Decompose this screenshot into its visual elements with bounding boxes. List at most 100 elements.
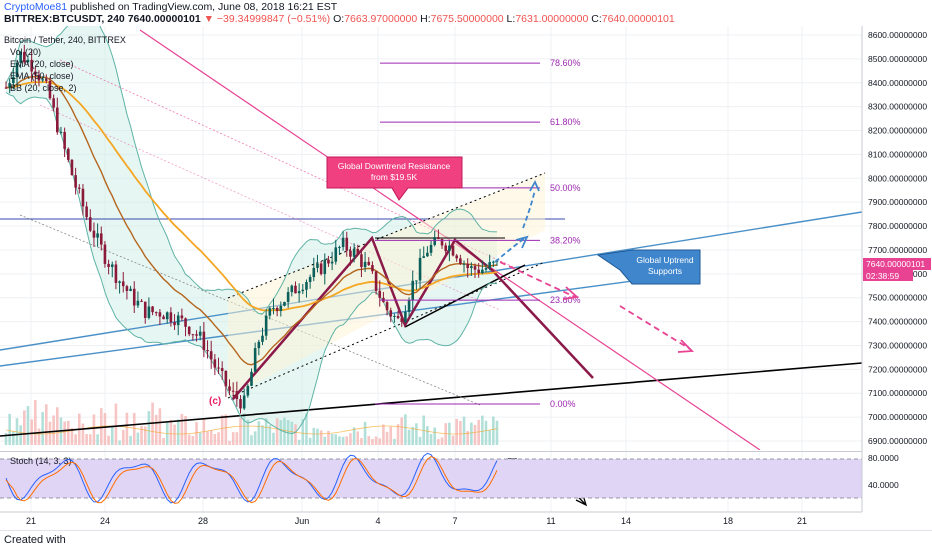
candle-body: [147, 306, 151, 318]
volume-bar: [301, 418, 305, 445]
candle-body: [261, 335, 264, 342]
candle-body: [429, 244, 433, 253]
candle-body: [459, 258, 462, 264]
candle-body: [228, 386, 231, 391]
candlesticks: [4, 44, 499, 414]
volume-bar: [206, 431, 209, 445]
candle-body: [297, 291, 301, 294]
volume-bar: [323, 436, 327, 445]
volume-bar: [415, 423, 418, 445]
candle-body: [349, 250, 352, 257]
candle-body: [250, 371, 253, 386]
bear-arrowhead-1: [562, 286, 580, 300]
candle-body: [92, 230, 96, 238]
candle-body: [224, 370, 228, 387]
author-link[interactable]: CryptoMoe81: [4, 1, 68, 13]
candle-body: [184, 318, 187, 327]
long-term-support-line: [0, 362, 862, 437]
uptrend-label-line1: Global Uptrend: [636, 255, 693, 265]
candle-body: [257, 341, 261, 349]
candle-body: [286, 292, 290, 302]
fib-level-label: 0.00%: [550, 399, 576, 409]
price-tick-label: 7900.00000000: [868, 197, 927, 207]
candle-body: [55, 107, 59, 133]
candle-body: [107, 263, 110, 267]
volume-bar: [451, 435, 455, 445]
volume-bar: [85, 434, 88, 445]
volume-bar: [235, 432, 239, 445]
volume-bar: [426, 426, 429, 445]
candle-body: [415, 280, 418, 282]
volume-bar: [305, 413, 308, 445]
candle-body: [470, 266, 473, 269]
candle-body: [195, 334, 198, 336]
volume-bar: [411, 426, 415, 445]
uptrend-callout: Global Uptrend Supports: [596, 249, 701, 285]
volume-bar: [34, 400, 37, 445]
volume-bar: [308, 437, 312, 445]
candle-body: [103, 244, 107, 264]
volume-bar: [147, 411, 151, 445]
candle-body: [26, 59, 30, 63]
candle-body: [143, 301, 147, 318]
volume-bar: [66, 420, 70, 445]
time-tick-label: 28: [198, 516, 208, 526]
candle-body: [198, 331, 202, 336]
candle-body: [74, 175, 77, 188]
volume-bar: [198, 432, 202, 445]
candle-body: [140, 300, 143, 302]
countdown-tag: [863, 270, 913, 281]
volume-bar: [407, 429, 411, 445]
price-change: ▼ −39.34999847 (−0.51%): [203, 13, 331, 25]
candle-body: [8, 83, 11, 88]
candle-body: [319, 263, 323, 275]
volume-bar: [140, 425, 143, 445]
candle-body: [352, 248, 356, 257]
volume-bar: [341, 436, 345, 445]
candle-body: [437, 237, 440, 240]
candle-body: [114, 264, 118, 283]
volume-bar: [294, 424, 297, 445]
candle-body: [290, 285, 294, 293]
low-label: L:: [506, 13, 516, 25]
volume-bar: [470, 422, 473, 445]
time-tick-label: 21: [797, 516, 807, 526]
symbol-line: BITTREX:BTCUSDT, 240 7640.00000101 ▼ −39…: [4, 13, 675, 25]
time-tick-label: 11: [546, 516, 555, 526]
close-label: C:: [591, 13, 602, 25]
candle-body: [246, 385, 250, 396]
volume-bar: [378, 438, 382, 445]
price-chart[interactable]: 78.60% 61.80% 50.00% 38.20% 23.60% 0.00% Glob…: [0, 26, 932, 530]
volume-bar: [26, 406, 30, 445]
candle-body: [15, 62, 19, 78]
time-tick-label: 7: [452, 516, 457, 526]
bb-fill: [6, 26, 497, 434]
volume-bar: [173, 424, 176, 445]
volume-bar: [23, 410, 26, 445]
bear-projection-arrow-1: [499, 261, 576, 298]
volume-bar: [459, 421, 462, 445]
price-tick-label: 8300.00000000: [868, 102, 927, 112]
volume-bar: [180, 413, 184, 445]
volume-bar: [253, 431, 257, 445]
stochastic-pane: Stoch (14, 3, 3): [0, 451, 862, 504]
candle-body: [407, 300, 411, 312]
fib-level-label: 23.60%: [550, 295, 581, 305]
candle-body: [23, 52, 26, 63]
candle-body: [279, 305, 283, 312]
channel-upper-line: [227, 172, 546, 299]
candle-body: [268, 308, 272, 316]
volume-bar: [88, 434, 92, 445]
volume-bar: [217, 432, 220, 445]
volume-bar: [169, 419, 173, 445]
volume-bar: [55, 407, 59, 445]
volume-bar: [114, 403, 118, 445]
candle-body: [363, 261, 367, 268]
open-label: O:: [333, 13, 345, 25]
high-value: 7675.50000000: [430, 13, 504, 25]
volume-bar: [209, 430, 213, 445]
volume-bar: [349, 433, 352, 445]
volume-bar: [250, 435, 253, 445]
volume-bar: [396, 424, 400, 445]
wave-c-label: (c): [209, 396, 221, 407]
